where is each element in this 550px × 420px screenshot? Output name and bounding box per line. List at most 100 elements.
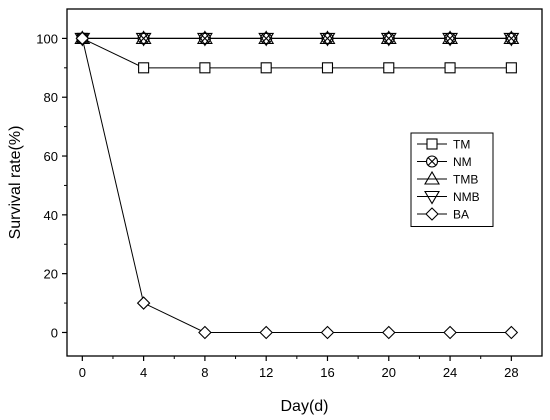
circle-cross-line xyxy=(427,157,437,166)
square-marker-shape xyxy=(383,62,395,74)
triangle-up-marker-shape xyxy=(442,30,459,44)
triangle-up-marker-shape xyxy=(135,30,152,44)
data-point xyxy=(136,296,151,310)
triangle-down-marker-shape xyxy=(258,32,275,47)
legend-entry: NMB xyxy=(417,190,480,205)
diamond-marker-shape xyxy=(75,31,90,46)
series-markers-nmb xyxy=(74,32,520,47)
x-tick-label: 20 xyxy=(382,365,396,380)
data-point xyxy=(258,30,275,44)
series-markers-tmb xyxy=(74,30,520,44)
legend-entry: TM xyxy=(417,138,470,152)
data-point xyxy=(138,62,150,74)
series-tm xyxy=(82,37,512,69)
legend-marker xyxy=(424,190,440,205)
y-tick-label: 100 xyxy=(36,31,58,46)
triangle-up-marker-shape xyxy=(196,30,213,44)
data-point xyxy=(383,62,395,74)
data-point xyxy=(196,32,213,47)
legend-box xyxy=(410,132,494,227)
legend-entry: TMB xyxy=(417,170,478,187)
data-point xyxy=(135,30,152,44)
y-tick-label: 20 xyxy=(44,267,58,282)
y-tick-label: 0 xyxy=(51,325,58,340)
data-point xyxy=(503,32,520,47)
data-point xyxy=(320,325,335,340)
diamond-marker-shape xyxy=(259,325,273,340)
y-axis-ticks: 0 20 40 60 80 100 xyxy=(36,31,67,340)
data-point xyxy=(503,30,520,44)
legend-marker xyxy=(425,207,439,221)
data-point xyxy=(381,325,396,340)
square-marker-shape xyxy=(321,62,334,74)
plot-frame xyxy=(66,8,543,357)
square-marker-shape xyxy=(260,62,272,74)
square-marker-shape xyxy=(444,62,456,74)
data-point xyxy=(258,32,275,47)
legend-entry: NM xyxy=(417,155,472,169)
square-marker-shape xyxy=(138,62,150,74)
series-line xyxy=(82,37,512,69)
triangle-down-marker-shape xyxy=(380,32,397,47)
legend-marker xyxy=(424,170,440,185)
data-point xyxy=(75,31,90,46)
legend-label: NMB xyxy=(453,190,480,204)
data-point xyxy=(319,32,336,47)
data-point xyxy=(504,325,519,340)
triangle-down-marker-shape xyxy=(424,190,440,205)
data-point xyxy=(196,30,213,44)
x-axis-ticks: 0 4 8 12 16 20 24 28 xyxy=(79,356,519,380)
triangle-down-marker-shape xyxy=(503,32,520,47)
triangle-up-marker-shape xyxy=(258,30,275,44)
legend-label: BA xyxy=(453,208,469,222)
data-point xyxy=(444,62,456,74)
diamond-marker-shape xyxy=(425,207,439,221)
legend-marker xyxy=(426,138,438,150)
series-markers-ba xyxy=(75,31,519,340)
x-tick-label: 12 xyxy=(259,365,273,380)
data-point xyxy=(199,62,211,74)
x-tick-label: 0 xyxy=(79,365,86,380)
x-tick-label: 8 xyxy=(201,365,208,380)
legend-label: TM xyxy=(453,138,470,152)
series-ba xyxy=(81,38,512,333)
triangle-down-marker-shape xyxy=(319,32,336,47)
data-point xyxy=(135,32,152,47)
data-point xyxy=(380,30,397,44)
data-point xyxy=(442,30,459,44)
legend-marker xyxy=(425,155,439,168)
plot-border xyxy=(66,8,543,357)
diamond-marker-shape xyxy=(320,325,335,340)
y-tick-label: 60 xyxy=(44,149,58,164)
series-line xyxy=(81,38,512,333)
legend: TM NM TMB NMB BA xyxy=(410,132,494,227)
x-tick-label: 28 xyxy=(504,365,518,380)
triangle-up-marker-shape xyxy=(319,30,336,44)
data-point xyxy=(259,325,273,340)
diamond-marker-shape xyxy=(504,325,519,340)
data-point xyxy=(321,62,334,74)
series-layer xyxy=(74,30,520,340)
legend-entry: BA xyxy=(417,207,469,222)
data-point xyxy=(505,62,517,74)
diamond-marker-shape xyxy=(198,325,212,340)
diamond-marker-shape xyxy=(381,325,396,340)
y-tick-label: 40 xyxy=(44,208,58,223)
data-point xyxy=(319,30,336,44)
data-point xyxy=(443,325,457,340)
triangle-up-marker-shape xyxy=(503,30,520,44)
legend-label: TMB xyxy=(453,173,478,187)
triangle-down-marker-shape xyxy=(442,32,459,47)
triangle-down-marker-shape xyxy=(135,32,152,47)
x-tick-label: 4 xyxy=(140,365,147,380)
square-marker-shape xyxy=(199,62,211,74)
triangle-up-marker-shape xyxy=(424,170,440,185)
data-point xyxy=(380,32,397,47)
triangle-up-marker-shape xyxy=(380,30,397,44)
x-tick-label: 16 xyxy=(320,365,334,380)
diamond-marker-shape xyxy=(136,296,151,310)
y-tick-label: 80 xyxy=(44,90,58,105)
x-axis-title: Day(d) xyxy=(280,398,328,415)
data-point xyxy=(198,325,212,340)
